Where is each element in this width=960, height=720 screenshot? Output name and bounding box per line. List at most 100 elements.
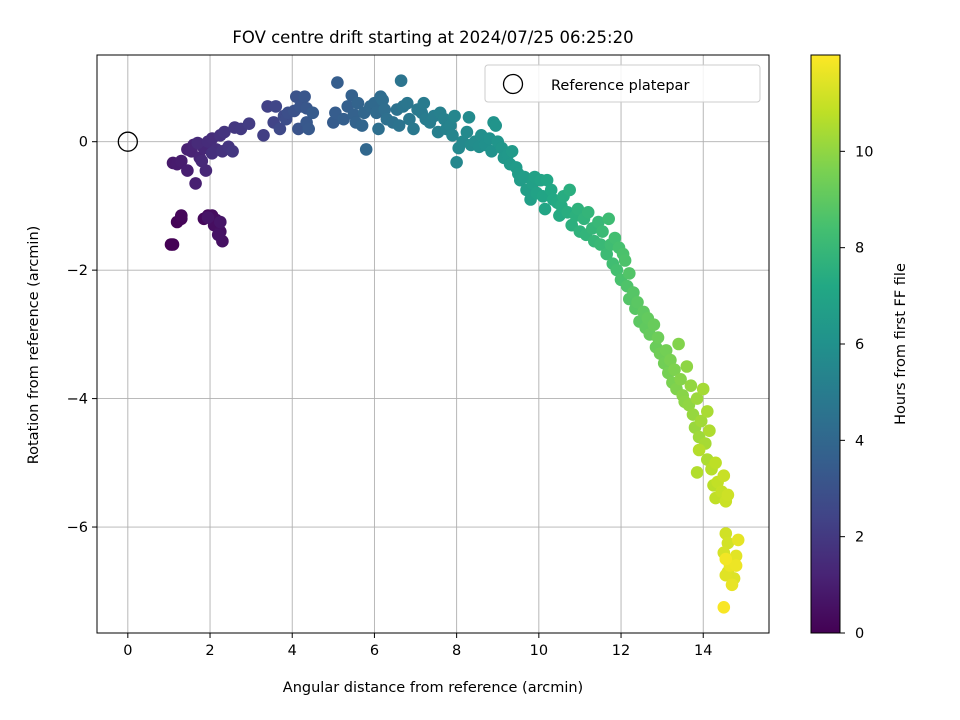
data-point [392, 119, 406, 132]
colorbar-tick-label: 8 [855, 241, 864, 257]
data-point [273, 122, 287, 136]
data-point [694, 414, 708, 428]
data-point [721, 488, 735, 502]
data-point [214, 215, 227, 229]
plot-area: 0 2 4 6 8 10 12 14 0 −2 −4 −6 [67, 54, 770, 659]
x-tick-label: 6 [370, 643, 379, 659]
data-point [331, 76, 344, 89]
colorbar-tick-label: 2 [855, 530, 864, 546]
points-layer [164, 74, 745, 614]
data-point [731, 533, 745, 547]
y-tick-label: −2 [67, 263, 88, 279]
data-point [351, 96, 365, 110]
data-point [692, 443, 706, 457]
legend-box [484, 64, 761, 103]
data-point [717, 469, 731, 483]
data-point [696, 382, 710, 396]
data-point [372, 122, 385, 136]
data-point [460, 125, 474, 139]
data-point [672, 337, 685, 351]
data-point [631, 296, 644, 309]
data-point [195, 154, 209, 168]
data-point [719, 568, 733, 582]
data-point [242, 117, 256, 130]
data-point [701, 405, 714, 418]
colorbar-label: Hours from first FF file [893, 263, 909, 425]
data-point [610, 263, 624, 277]
data-point [719, 552, 733, 566]
data-point [359, 143, 373, 156]
data-point [175, 209, 188, 222]
data-point [668, 363, 681, 377]
data-point [596, 225, 609, 238]
y-tick-label: 0 [79, 135, 88, 151]
reference-layer [117, 131, 138, 152]
colorbar-tick-label: 10 [855, 144, 873, 160]
data-point [721, 536, 735, 550]
x-axis-label: Angular distance from reference (arcmin) [283, 680, 583, 696]
legend: Reference platepar [484, 64, 761, 103]
data-point [684, 379, 698, 393]
data-point [563, 183, 576, 197]
data-point [540, 173, 554, 187]
x-tick-label: 14 [694, 643, 712, 659]
data-point [544, 183, 558, 197]
data-point [448, 109, 461, 123]
data-point [218, 125, 231, 139]
data-point [446, 129, 459, 142]
data-point [594, 238, 607, 251]
data-point [690, 466, 704, 479]
data-point [729, 549, 743, 563]
data-point [729, 559, 743, 572]
data-point [627, 286, 640, 299]
data-point [462, 111, 476, 124]
data-point [394, 74, 408, 87]
data-point [407, 122, 420, 136]
x-tick-label: 12 [612, 643, 630, 659]
data-point [302, 122, 316, 136]
data-point [538, 202, 552, 216]
data-point [403, 112, 416, 126]
data-point [592, 215, 605, 229]
data-point [709, 456, 722, 470]
data-point [600, 247, 613, 261]
data-point [664, 353, 677, 367]
data-point [401, 96, 414, 110]
data-point [485, 145, 498, 158]
data-point [181, 164, 194, 177]
data-point [166, 238, 180, 251]
data-point [659, 344, 673, 357]
data-point [199, 164, 213, 177]
plot-frame [96, 54, 770, 634]
chart-title: FOV centre drift starting at 2024/07/25 … [232, 28, 633, 47]
colorbar-gradient [810, 54, 841, 634]
data-point [651, 331, 665, 344]
data-point [211, 228, 225, 242]
data-point [269, 100, 283, 113]
data-point [205, 147, 219, 160]
data-point [571, 202, 585, 216]
legend-entry-label: Reference platepar [551, 78, 689, 94]
x-tick-label: 2 [205, 643, 214, 659]
data-point [226, 145, 239, 158]
data-point [680, 360, 694, 373]
legend-reference-marker [502, 73, 524, 95]
colorbar-tick-label: 4 [855, 433, 864, 449]
colorbar-tick-label: 0 [855, 626, 864, 642]
data-point [618, 254, 632, 267]
data-point [489, 119, 503, 132]
data-point [717, 601, 731, 614]
data-point [298, 90, 311, 103]
data-point [337, 112, 350, 126]
data-point [306, 106, 320, 120]
data-point [608, 231, 622, 245]
x-tick-label: 4 [288, 643, 297, 659]
data-point [201, 211, 215, 224]
x-tick-label: 8 [452, 643, 461, 659]
data-point [355, 119, 369, 132]
data-point [327, 116, 340, 129]
data-point [450, 156, 463, 169]
data-point [444, 119, 457, 132]
colorbar-tick-label: 6 [855, 337, 864, 353]
data-point [647, 318, 661, 332]
